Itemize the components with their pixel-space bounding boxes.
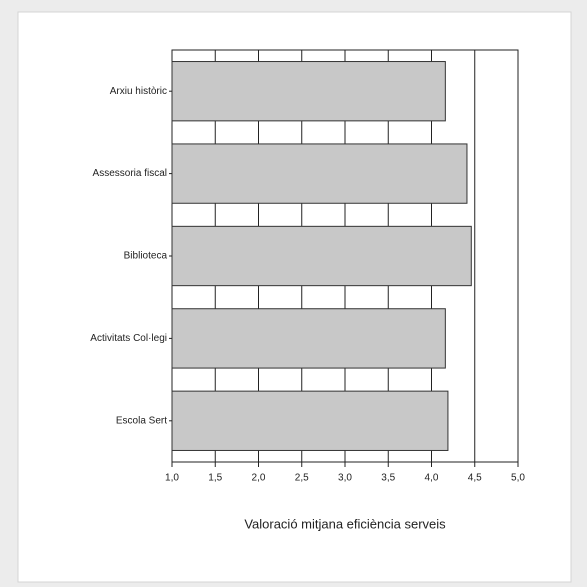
y-tick-label: Arxiu històric xyxy=(110,86,167,97)
x-tick-label: 1,5 xyxy=(208,473,222,484)
y-tick-label: Escola Sert xyxy=(116,415,167,426)
x-tick-label: 3,0 xyxy=(338,473,352,484)
x-tick-label: 3,5 xyxy=(381,473,395,484)
x-tick-label: 2,0 xyxy=(252,473,266,484)
x-axis-label: Valoració mitjana eficiència serveis xyxy=(244,516,446,531)
x-tick-label: 4,0 xyxy=(425,473,439,484)
bar xyxy=(171,390,449,451)
bar xyxy=(171,225,472,287)
x-tick-label: 1,0 xyxy=(165,473,179,484)
bar xyxy=(171,61,446,122)
x-tick-label: 2,5 xyxy=(295,473,309,484)
y-tick-label: Activitats Col·legi xyxy=(90,333,167,344)
bar xyxy=(171,143,468,204)
x-tick-label: 4,5 xyxy=(468,473,482,484)
bar xyxy=(171,308,446,369)
y-tick-label: Assessoria fiscal xyxy=(93,168,167,179)
x-tick-label: 5,0 xyxy=(511,473,525,484)
y-tick-label: Biblioteca xyxy=(124,251,168,262)
